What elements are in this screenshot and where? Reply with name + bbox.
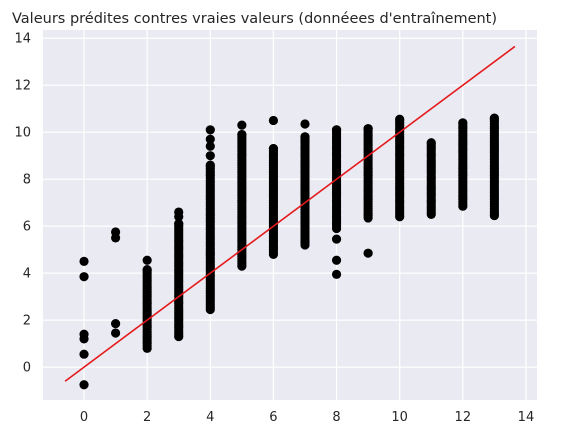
- data-point: [268, 115, 279, 126]
- y-tick-label: 2: [23, 314, 31, 329]
- y-tick-label: 4: [23, 267, 31, 282]
- data-point: [426, 138, 436, 148]
- identity-line: [64, 45, 516, 382]
- data-point: [111, 227, 121, 237]
- y-tick-label: 10: [14, 126, 31, 141]
- x-tick-label: 10: [391, 410, 408, 425]
- y-tick-label: 12: [14, 79, 31, 94]
- data-point: [331, 234, 342, 244]
- data-point: [331, 255, 342, 265]
- y-tick-label: 14: [14, 32, 31, 47]
- data-point: [205, 125, 215, 135]
- x-tick-label: 4: [206, 410, 214, 425]
- data-point: [237, 120, 247, 130]
- data-point: [458, 118, 468, 128]
- data-point: [205, 151, 215, 161]
- data-point: [111, 328, 121, 338]
- y-tick-label: 0: [23, 361, 31, 376]
- data-point: [174, 207, 184, 217]
- x-tick-labels: 0 2 4 6 8 10 12 14: [80, 410, 534, 425]
- data-point: [142, 255, 152, 265]
- x-tick-label: 12: [455, 410, 472, 425]
- data-point: [174, 219, 184, 229]
- data-point: [300, 119, 310, 129]
- x-tick-label: 0: [80, 410, 88, 425]
- data-point: [363, 124, 373, 134]
- data-point: [489, 113, 499, 123]
- data-point: [142, 265, 152, 275]
- data-point: [205, 141, 215, 151]
- data-point: [111, 319, 121, 329]
- data-point: [395, 114, 405, 124]
- x-tick-label: 2: [143, 410, 151, 425]
- chart-title: Valeurs prédites contres vraies valeurs …: [12, 11, 497, 27]
- grid-lines: [43, 30, 537, 400]
- data-point: [363, 248, 373, 258]
- y-tick-labels: 0 2 4 6 8 10 12 14: [14, 32, 31, 376]
- data-point: [331, 269, 342, 279]
- data-point: [205, 160, 215, 170]
- data-point: [331, 125, 342, 135]
- x-tick-label: 14: [518, 410, 535, 425]
- data-points: [79, 113, 499, 390]
- data-point: [268, 144, 279, 154]
- data-point: [79, 329, 89, 339]
- data-point: [300, 132, 310, 142]
- data-point: [79, 380, 89, 390]
- y-tick-label: 8: [23, 173, 31, 188]
- data-point: [237, 129, 247, 140]
- data-point: [79, 272, 89, 282]
- data-point: [205, 134, 215, 144]
- series-line: [64, 45, 516, 382]
- data-point: [79, 256, 89, 266]
- y-tick-label: 6: [23, 220, 31, 235]
- x-tick-label: 6: [269, 410, 277, 425]
- data-point: [79, 349, 89, 359]
- x-tick-label: 8: [332, 410, 340, 425]
